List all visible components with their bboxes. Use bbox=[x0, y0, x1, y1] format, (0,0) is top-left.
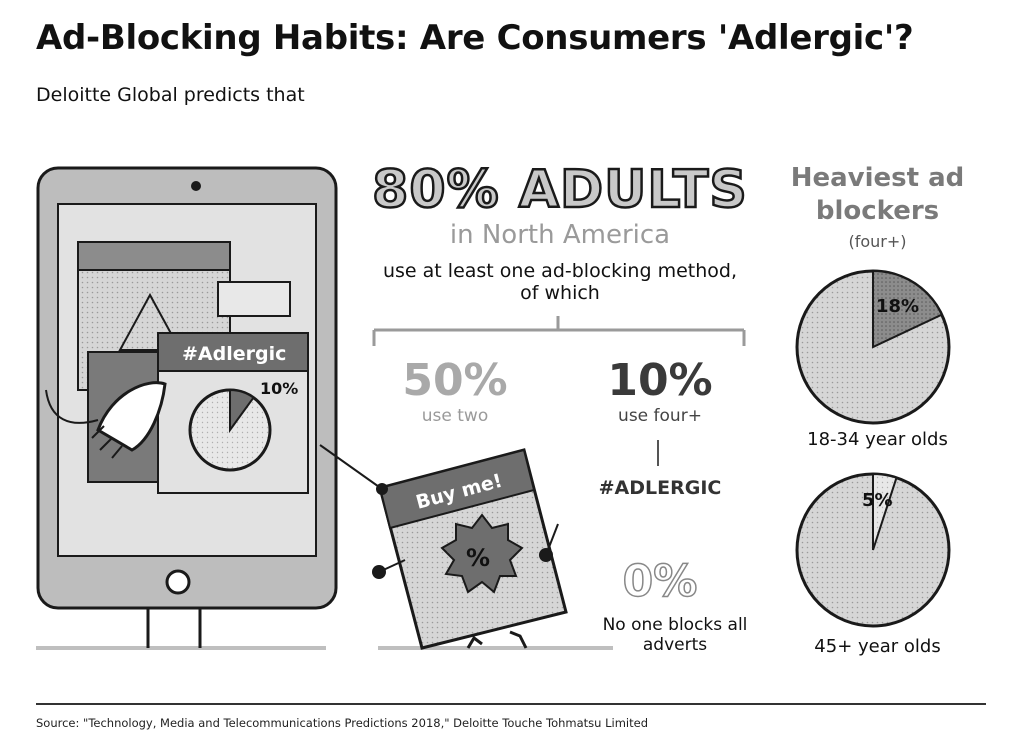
subtitle: Deloitte Global predicts that bbox=[36, 84, 305, 106]
badge-symbol: % bbox=[466, 544, 490, 572]
pie-18-34-slice bbox=[872, 269, 944, 349]
tablet-pie-label: 10% bbox=[260, 379, 298, 398]
home-button-icon bbox=[165, 569, 191, 595]
badge-icon bbox=[440, 513, 524, 594]
pie-chart-18-34 bbox=[795, 269, 951, 425]
pie-tablet-slice bbox=[229, 388, 255, 434]
pie-label-45-plus: 5% bbox=[862, 490, 893, 511]
source-note: Source: "Technology, Media and Telecommu… bbox=[36, 716, 648, 730]
stat-label-four: use four+ bbox=[618, 406, 702, 426]
buy-me-sign: Buy me! % bbox=[372, 448, 568, 650]
age-group-45-plus: 45+ year olds bbox=[814, 636, 941, 657]
footer-rule bbox=[36, 703, 986, 705]
headline: 80% ADULTS bbox=[371, 159, 748, 222]
pie-45-plus-slice bbox=[872, 472, 898, 551]
region-text: in North America bbox=[449, 220, 671, 250]
stat-value-none: 0% bbox=[622, 555, 698, 608]
age-group-18-34: 18-34 year olds bbox=[807, 429, 948, 450]
ground-line-mid bbox=[378, 646, 613, 650]
ground-line-left bbox=[36, 646, 326, 650]
tablet-pie-chart bbox=[188, 388, 272, 472]
hashtag: #ADLERGIC bbox=[598, 477, 722, 499]
stat-label-none: No one blocks all adverts bbox=[602, 615, 748, 655]
page-title: Ad-Blocking Habits: Are Consumers 'Adler… bbox=[36, 18, 914, 58]
stat-value-four: 10% bbox=[607, 355, 713, 406]
pie-label-18-34: 18% bbox=[876, 296, 919, 317]
heaviest-subtitle: (four+) bbox=[848, 232, 907, 251]
mountain-icon bbox=[118, 292, 182, 351]
tablet-hashtag: #Adlergic bbox=[182, 343, 286, 365]
camera-icon bbox=[191, 181, 201, 191]
heaviest-title: Heaviest ad blockers bbox=[790, 163, 965, 226]
pie-chart-45-plus bbox=[795, 472, 951, 628]
hand-icon bbox=[96, 381, 167, 452]
stat-value-two: 50% bbox=[402, 355, 508, 406]
stat-label-two: use two bbox=[421, 406, 489, 426]
bracket bbox=[372, 316, 746, 346]
usage-text: use at least one ad-blocking method, of … bbox=[382, 260, 737, 304]
